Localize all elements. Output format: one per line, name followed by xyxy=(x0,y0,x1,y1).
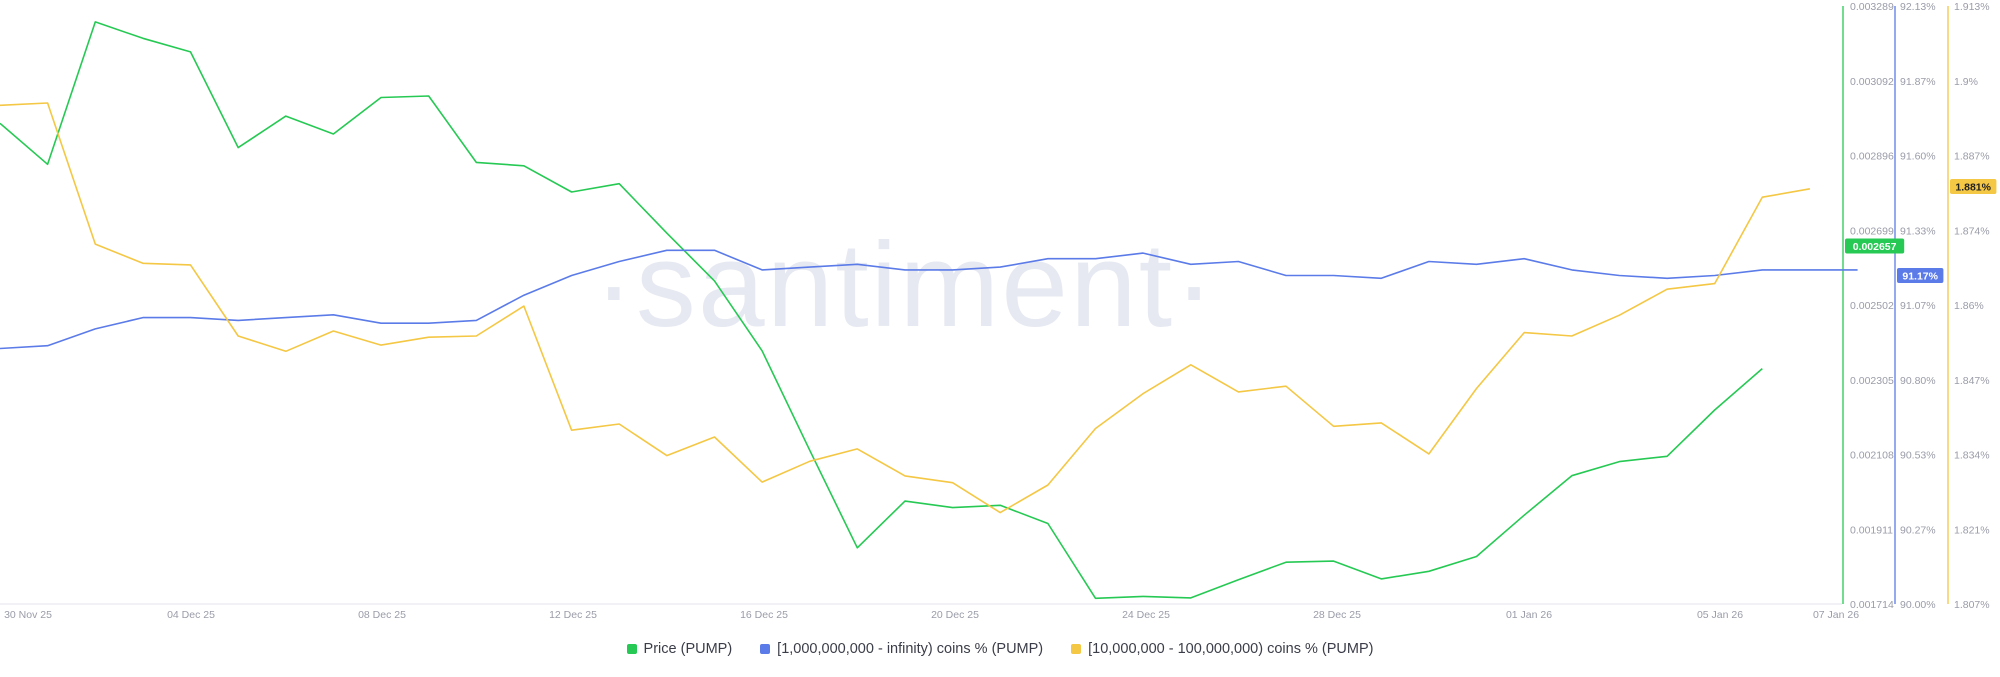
x-tick-label-5: 20 Dec 25 xyxy=(931,609,979,621)
legend-swatch-mid-holders xyxy=(1071,644,1082,654)
legend-label-whales: [1,000,000,000 - infinity) coins % (PUMP… xyxy=(777,641,1044,657)
axes: 30 Nov 25 04 Dec 25 08 Dec 25 12 Dec 25 16 D… xyxy=(0,1,1990,621)
y-axis-0-tick-6: 0.002108 xyxy=(1850,450,1894,462)
x-tick-label-1: 04 Dec 25 xyxy=(167,609,215,621)
x-tick-label-4: 16 Dec 25 xyxy=(740,609,788,621)
y-axis-0-tick-1: 0.003092 xyxy=(1850,76,1894,88)
y-axis-1-tick-2: 91.60% xyxy=(1900,151,1936,163)
series-lines xyxy=(0,21,1858,600)
series-line-1 xyxy=(0,249,1858,350)
legend-item-price[interactable]: Price (PUMP) xyxy=(626,641,733,657)
y-axis-0-tick-3: 0.002699 xyxy=(1850,225,1894,237)
y-axis-2-tick-8: 1.807% xyxy=(1954,599,1990,611)
series-line-2 xyxy=(0,102,1811,514)
y-axis-2-tick-2: 1.887% xyxy=(1954,151,1990,163)
current-value-label-0: 0.002657 xyxy=(1853,241,1897,253)
legend-item-mid-holders[interactable]: [10,000,000 - 100,000,000) coins % (PUMP… xyxy=(1071,641,1373,657)
current-value-badge-0 xyxy=(1845,238,1905,254)
legend-label-mid-holders: [10,000,000 - 100,000,000) coins % (PUMP… xyxy=(1088,641,1374,657)
y-axis-1-tick-1: 91.87% xyxy=(1900,76,1936,88)
chart: ·santiment· 30 Nov 25 04 Dec 25 08 Dec 25 1… xyxy=(0,1,1997,621)
y-axis-2-tick-4: 1.86% xyxy=(1954,300,1984,312)
y-axis-1-tick-8: 90.00% xyxy=(1900,599,1936,611)
y-axis-1-tick-7: 90.27% xyxy=(1900,524,1936,536)
current-value-badge-2 xyxy=(1950,179,1997,195)
y-axis-0-tick-2: 0.002896 xyxy=(1850,151,1894,163)
y-axis-0-tick-8: 0.001714 xyxy=(1850,599,1894,611)
y-axis-1-tick-4: 91.07% xyxy=(1900,300,1936,312)
y-axis-2-tick-6: 1.834% xyxy=(1954,450,1990,462)
y-axis-2-tick-5: 1.847% xyxy=(1954,375,1990,387)
y-axis-2-tick-3: 1.874% xyxy=(1954,225,1990,237)
y-axis-1-tick-3: 91.33% xyxy=(1900,225,1936,237)
y-axis-0-tick-0: 0.003289 xyxy=(1850,1,1894,13)
y-axis-0-tick-5: 0.002305 xyxy=(1850,375,1894,387)
current-value-badge-1 xyxy=(1897,268,1944,284)
y-axis-0-tick-7: 0.001911 xyxy=(1850,524,1893,536)
y-axis-1-tick-6: 90.53% xyxy=(1900,450,1936,462)
value-badges: 0.002657 91.17% 1.881% xyxy=(1845,179,1997,284)
watermark: ·santiment· xyxy=(594,218,1216,352)
y-axis-2-tick-1: 1.9% xyxy=(1954,76,1978,88)
legend-item-whales[interactable]: [1,000,000,000 - infinity) coins % (PUMP… xyxy=(760,641,1043,657)
x-tick-label-7: 28 Dec 25 xyxy=(1313,609,1361,621)
x-tick-label-2: 08 Dec 25 xyxy=(358,609,406,621)
legend-swatch-price xyxy=(626,644,637,654)
x-tick-label-9: 05 Jan 26 xyxy=(1697,609,1743,621)
y-axis-1-tick-0: 92.13% xyxy=(1900,1,1936,13)
x-tick-label-0: 30 Nov 25 xyxy=(4,609,52,621)
legend: Price (PUMP) [1,000,000,000 - infinity) … xyxy=(0,641,2000,657)
x-tick-label-6: 24 Dec 25 xyxy=(1122,609,1170,621)
x-tick-label-8: 01 Jan 26 xyxy=(1506,609,1552,621)
legend-swatch-whales xyxy=(760,644,771,654)
y-axis-2-tick-7: 1.821% xyxy=(1954,524,1990,536)
y-axis-1-tick-5: 90.80% xyxy=(1900,375,1936,387)
legend-label-price: Price (PUMP) xyxy=(643,641,733,657)
x-tick-label-3: 12 Dec 25 xyxy=(549,609,597,621)
series-line-0 xyxy=(0,21,1763,600)
y-axis-2-tick-0: 1.913% xyxy=(1954,1,1990,13)
x-tick-label-10: 07 Jan 26 xyxy=(1813,609,1859,621)
current-value-label-1: 91.17% xyxy=(1902,271,1938,283)
y-axis-0-tick-4: 0.002502 xyxy=(1850,300,1894,312)
current-value-label-2: 1.881% xyxy=(1955,182,1991,194)
